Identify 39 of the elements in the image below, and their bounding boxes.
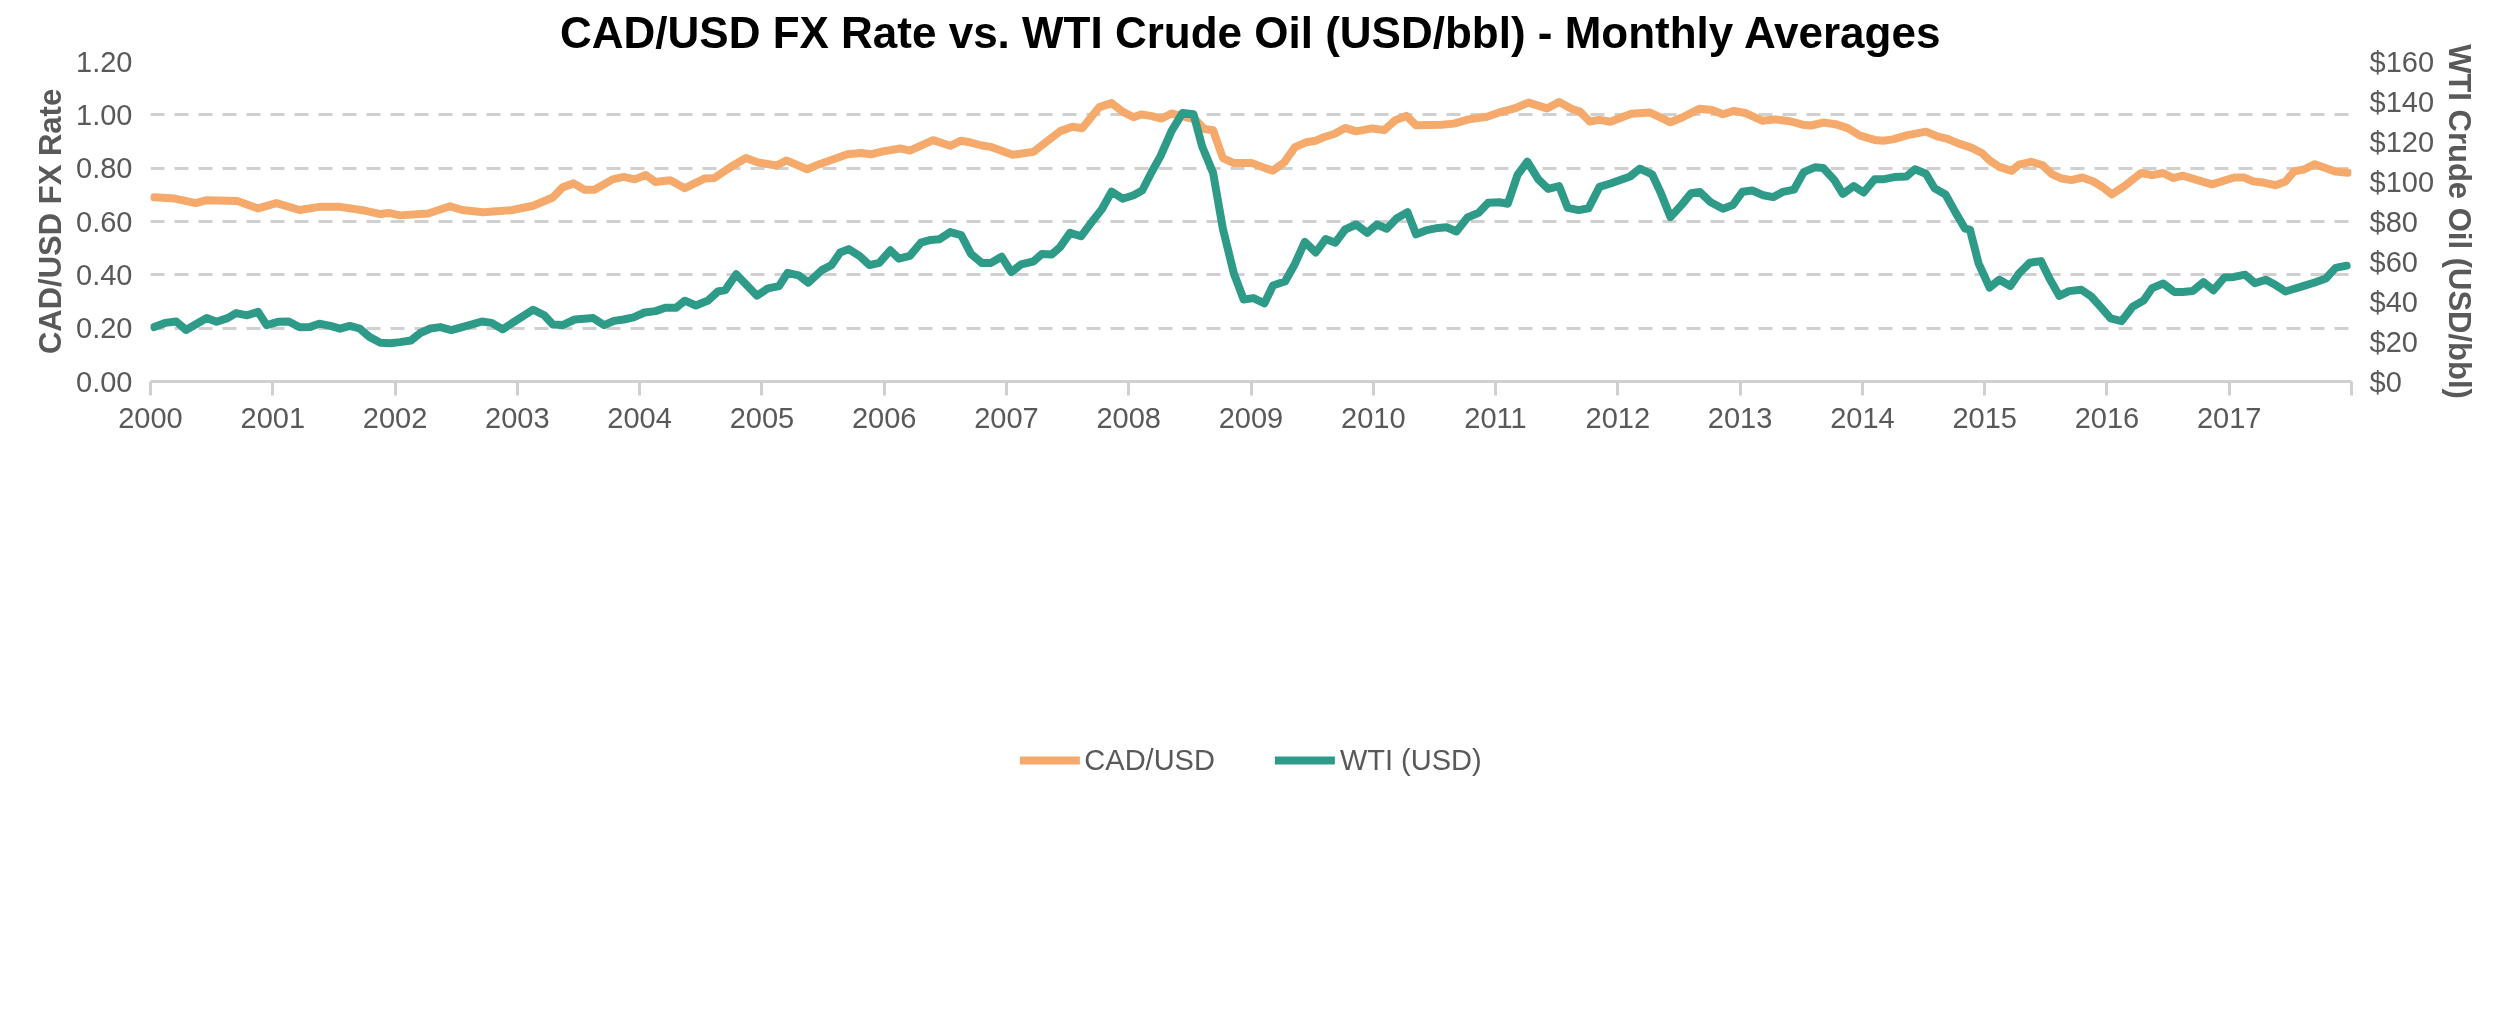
x-tick-label: 2008: [1096, 401, 1161, 434]
x-tick-label: 2014: [1830, 401, 1895, 434]
x-tick-label: 2007: [974, 401, 1039, 434]
y2-tick-label: $140: [2369, 85, 2435, 118]
x-tick-label: 2012: [1585, 401, 1651, 434]
y-tick-label: 1.00: [76, 98, 133, 131]
chart-title: CAD/USD FX Rate vs. WTI Crude Oil (USD/bbl) - Monthly Averages: [559, 7, 1941, 57]
y2-tick-label: $160: [2369, 45, 2435, 78]
x-tick-label: 2002: [362, 401, 428, 434]
y-tick-label: 0.00: [76, 365, 133, 398]
x-tick-label: 2005: [729, 401, 795, 434]
x-tick-label: 2011: [1464, 401, 1527, 434]
legend-label: CAD/USD: [1084, 743, 1215, 777]
x-tick-label: 2009: [1218, 401, 1284, 434]
y-tick-label: 1.20: [76, 45, 133, 78]
y2-tick-label: $40: [2369, 285, 2418, 318]
y2-tick-label: $120: [2369, 125, 2435, 158]
x-tick-label: 2013: [1707, 401, 1773, 434]
x-tick-label: 2006: [851, 401, 917, 434]
x-tick-label: 2015: [1952, 401, 2017, 434]
y2-tick-label: $100: [2369, 165, 2435, 198]
x-tick-label: 2001: [240, 401, 306, 434]
y2-tick-label: $20: [2369, 325, 2418, 358]
y2-tick-label: $0: [2369, 365, 2402, 398]
x-tick-label: 2003: [485, 401, 550, 434]
x-tick-label: 2004: [607, 401, 672, 434]
y2-axis-title: WTI Crude Oil (USD/bbl): [2442, 44, 2478, 399]
y-tick-label: 0.20: [76, 312, 133, 345]
x-tick-label: 2000: [118, 401, 183, 434]
y2-tick-label: $80: [2369, 205, 2418, 238]
x-tick-label: 2017: [2196, 401, 2262, 434]
legend-label: WTI (USD): [1339, 743, 1482, 777]
x-tick-label: 2010: [1341, 401, 1406, 434]
x-tick-label: 2016: [2074, 401, 2140, 434]
y-tick-label: 0.40: [76, 258, 133, 291]
y-tick-label: 0.60: [76, 205, 133, 238]
y2-tick-label: $60: [2369, 245, 2418, 278]
y-tick-label: 0.80: [76, 152, 133, 185]
y-axis-title: CAD/USD FX Rate: [33, 88, 69, 355]
